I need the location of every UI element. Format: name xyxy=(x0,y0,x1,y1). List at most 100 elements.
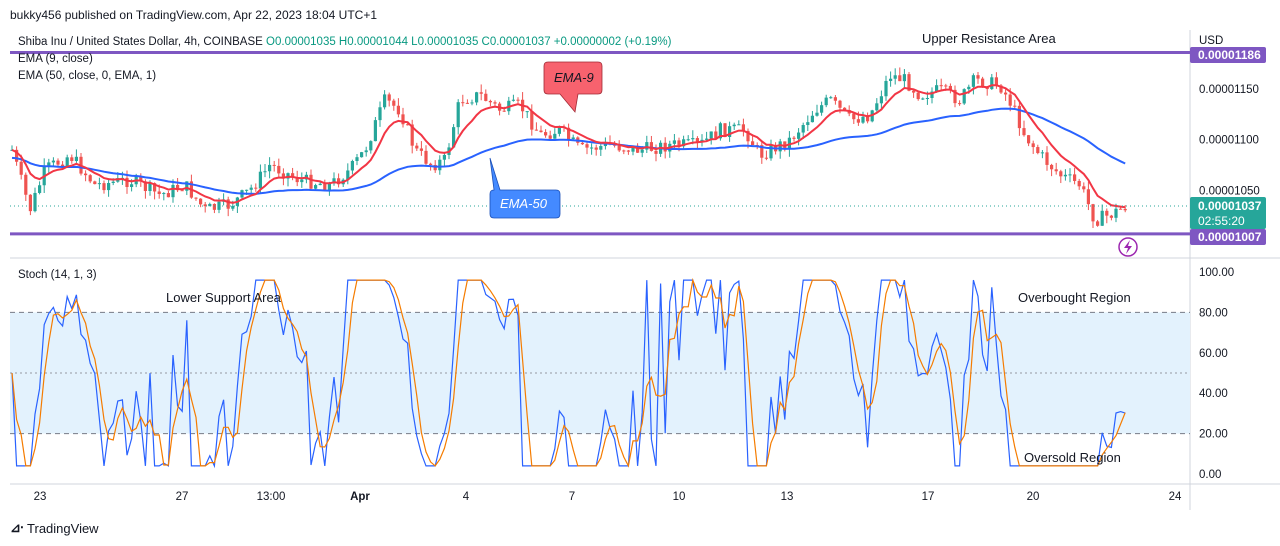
candle-body xyxy=(272,164,276,166)
candle-body xyxy=(1077,180,1081,187)
tradingview-logo-icon: ⊿⋅ xyxy=(10,520,24,535)
stoch-tick-label: 20.00 xyxy=(1199,429,1228,441)
candle-body xyxy=(553,133,557,139)
resistance-label-box xyxy=(1190,47,1266,63)
oversold-annotation: Oversold Region xyxy=(1024,450,1121,465)
candle-body xyxy=(999,85,1003,93)
candle-body xyxy=(406,124,410,126)
candle-body xyxy=(746,130,750,142)
overbought-annotation: Overbought Region xyxy=(1018,290,1131,305)
candle-body xyxy=(815,112,819,116)
candle-body xyxy=(801,125,805,133)
support-label-box xyxy=(1190,229,1266,245)
candle-body xyxy=(824,97,828,106)
lightning-icon[interactable] xyxy=(1118,237,1138,257)
candle-body xyxy=(281,173,285,179)
stoch-axis[interactable]: 100.00 80.00 60.00 40.00 20.00 0.00 xyxy=(1199,267,1234,481)
candle-body xyxy=(350,160,354,171)
tradingview-footer[interactable]: ⊿⋅ TradingView xyxy=(10,520,99,536)
candle-body xyxy=(594,147,598,150)
candle-body xyxy=(856,119,860,123)
candle-body xyxy=(843,107,847,111)
candle-body xyxy=(912,90,916,93)
candle-body xyxy=(456,102,460,128)
candle-body xyxy=(102,183,106,191)
candle-body xyxy=(429,163,433,165)
currency-label: USD xyxy=(1199,35,1223,47)
candle-body xyxy=(1082,186,1086,190)
candle-body xyxy=(1063,174,1067,177)
candle-body xyxy=(741,124,745,131)
candle-body xyxy=(737,124,741,126)
stoch-tick-label: 60.00 xyxy=(1199,348,1228,360)
candle-body xyxy=(728,126,732,137)
candle-body xyxy=(709,131,713,139)
candle-body xyxy=(258,171,262,189)
candle-body xyxy=(1004,92,1008,95)
candle-body xyxy=(231,205,235,209)
candle-body xyxy=(47,162,51,166)
candle-body xyxy=(884,80,888,97)
candle-body xyxy=(1040,152,1044,154)
candle-body xyxy=(925,97,929,99)
candle-body xyxy=(493,102,497,104)
ema50-callout-shape xyxy=(489,157,561,219)
candle-body xyxy=(1100,210,1104,226)
support-price-label: 0.00001007 xyxy=(1198,230,1262,244)
candle-body xyxy=(139,176,143,182)
candle-body xyxy=(1017,105,1021,129)
candle-body xyxy=(833,97,837,101)
candle-body xyxy=(410,124,414,146)
candle-body xyxy=(539,130,543,133)
candle-body xyxy=(1109,215,1113,218)
candle-body xyxy=(226,199,230,209)
lower-support-annotation: Lower Support Area xyxy=(166,290,282,305)
candle-body xyxy=(1036,147,1040,154)
candle-body xyxy=(640,149,644,153)
ema9-legend[interactable]: EMA (9, close) xyxy=(18,53,93,65)
ema50-callout[interactable]: EMA-50 xyxy=(489,157,561,219)
ema50-legend[interactable]: EMA (50, close, 0, EMA, 1) xyxy=(18,70,157,82)
candle-body xyxy=(1114,208,1118,218)
date-tick-label: 17 xyxy=(922,491,935,503)
candle-body xyxy=(806,122,810,126)
candle-body xyxy=(875,103,879,111)
candle-body xyxy=(649,142,653,151)
stoch-legend[interactable]: Stoch (14, 1, 3) xyxy=(18,269,97,281)
candle-body xyxy=(1073,174,1077,181)
last-price-box xyxy=(1190,197,1266,229)
candle-body xyxy=(318,183,322,186)
candle-body xyxy=(1096,221,1100,226)
candle-body xyxy=(893,75,897,79)
time-axis[interactable]: 23 27 13:00 Apr 4 7 10 13 17 20 24 xyxy=(34,491,1182,503)
candle-body xyxy=(488,100,492,103)
candle-body xyxy=(484,93,488,101)
candle-body xyxy=(866,116,870,122)
candle-body xyxy=(24,174,28,195)
stoch-tick-label: 100.00 xyxy=(1199,267,1234,279)
candle-body xyxy=(295,177,299,183)
ema9-callout[interactable]: EMA-9 xyxy=(543,61,603,113)
candle-body xyxy=(74,156,78,161)
date-tick-label: 24 xyxy=(1169,491,1182,503)
candle-body xyxy=(677,140,681,147)
date-tick-label: 27 xyxy=(176,491,189,503)
candle-body xyxy=(599,146,603,150)
symbol-legend[interactable]: Shiba Inu / United States Dollar, 4h, CO… xyxy=(18,36,671,48)
candle-body xyxy=(567,127,571,140)
price-tick-label: 0.00001100 xyxy=(1199,135,1259,147)
candle-body xyxy=(1123,208,1127,211)
date-tick-label: 20 xyxy=(1027,491,1040,503)
candle-body xyxy=(976,75,980,79)
tradingview-brand: TradingView xyxy=(27,520,99,536)
date-tick-label: 13:00 xyxy=(257,491,286,503)
candle-body xyxy=(590,147,594,149)
candle-body xyxy=(622,150,626,152)
stoch-tick-label: 40.00 xyxy=(1199,388,1228,400)
candle-body xyxy=(511,99,515,101)
candle-body xyxy=(935,85,939,92)
candle-body xyxy=(88,175,92,182)
candle-body xyxy=(396,105,400,115)
candle-body xyxy=(33,192,37,212)
